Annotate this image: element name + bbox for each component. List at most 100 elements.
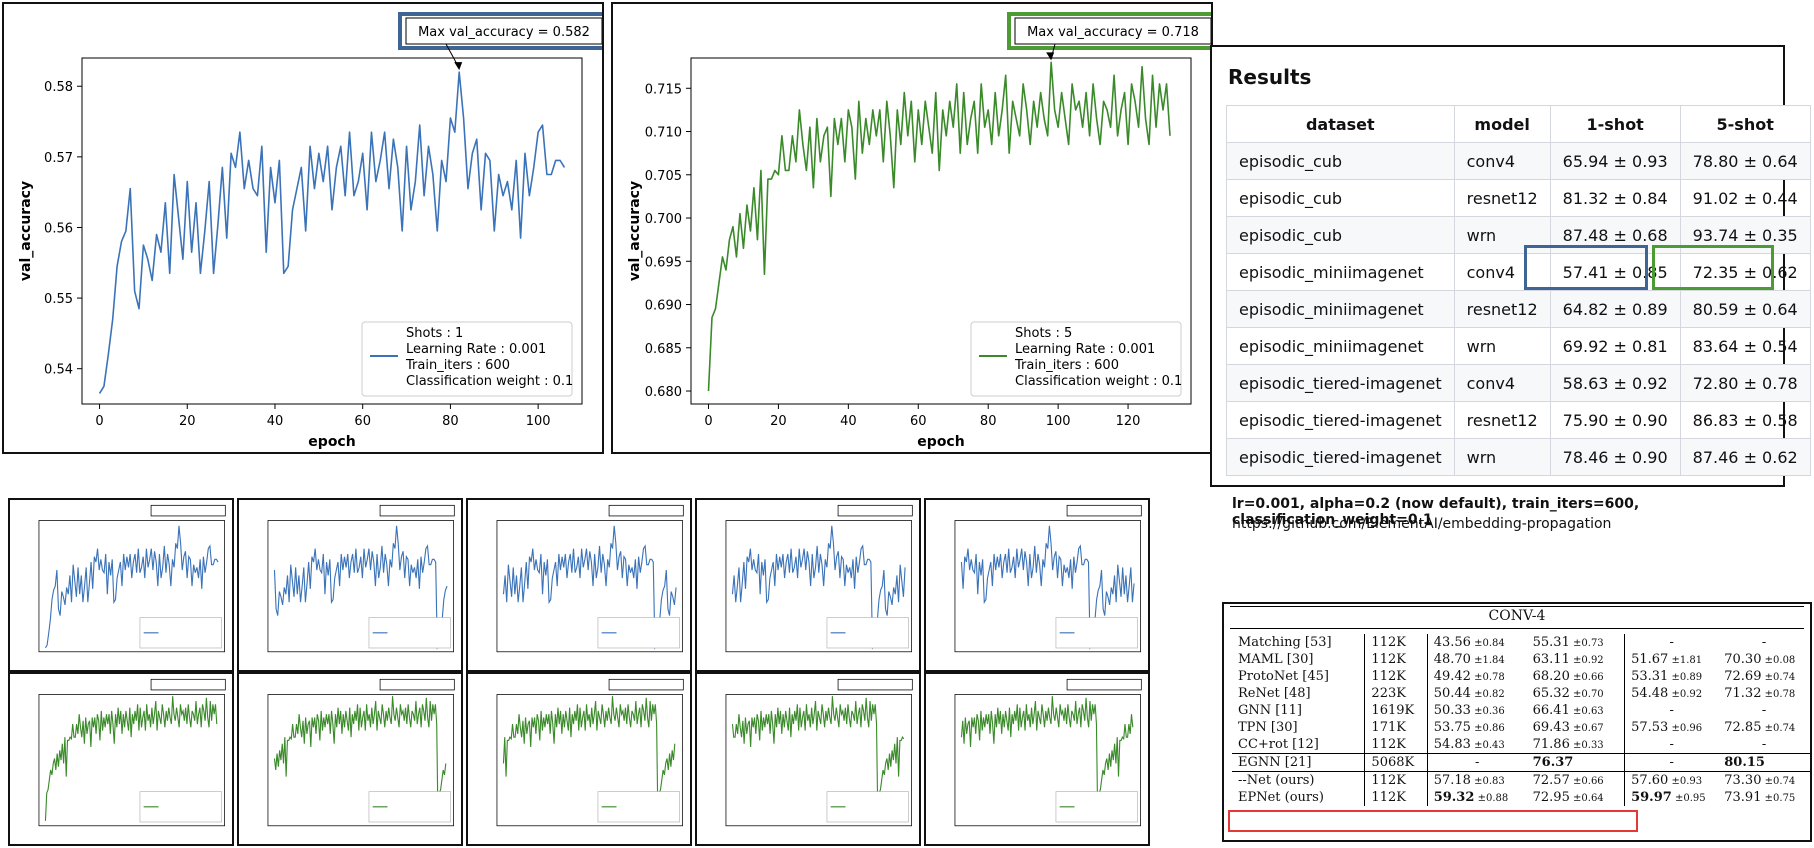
thumbnail-grid (8, 498, 1150, 846)
thumbnail-annotation-box (379, 504, 455, 517)
table-cell: 73.30 ±0.74 (1724, 773, 1796, 788)
highlight-box-5shot (1652, 245, 1774, 290)
y-tick-label: 0.58 (44, 80, 73, 95)
thumbnail-plot (725, 678, 913, 827)
thumbnail-legend-box (1055, 791, 1138, 823)
thumbnail-frame (725, 520, 912, 653)
table-cell: 112K (1364, 634, 1428, 651)
table-cell: 72.69 ±0.74 (1724, 669, 1796, 684)
thumbnail-chart (237, 498, 463, 672)
thumbnail-plot (954, 504, 1142, 653)
results-title: Results (1228, 65, 1312, 89)
table-cell: 1619K (1364, 702, 1428, 719)
table-cell: 112K (1364, 771, 1428, 789)
legend-box (970, 321, 1182, 397)
table-cell: resnet12 (1453, 401, 1551, 439)
table-cell: 69.92 ± 0.81 (1549, 327, 1681, 365)
table-cell: episodic_miniimagenet (1226, 290, 1455, 328)
table-cell: episodic_cub (1226, 216, 1455, 254)
legend-entry: Classification weight : 0.1 (406, 374, 573, 389)
table-cell: 43.56 ±0.84 (1426, 634, 1527, 651)
table-cell: 49.42 ±0.78 (1426, 668, 1527, 685)
thumbnail-series-line (44, 525, 219, 649)
annotation-arrowhead (1046, 52, 1055, 61)
results-panel: Results dataset model 1-shot 5-shot episodi… (1210, 45, 1811, 487)
x-tick-label: 40 (840, 414, 857, 429)
table-cell: 57.53 ±0.96 (1624, 719, 1719, 736)
x-tick-label: 120 (1116, 414, 1141, 429)
paper-table: Matching [53] 112K 43.56 ±0.84 55.31 ±0.73-… (1232, 634, 1810, 806)
thumbnail-chart (695, 498, 921, 672)
thumbnail-chart (924, 672, 1150, 846)
table-cell: - (1761, 635, 1767, 650)
thumbnail-annotation-box (1066, 504, 1142, 517)
table-cell: episodic_cub (1226, 179, 1455, 217)
table-cell: - (1624, 702, 1719, 719)
table-row: MAML [30] 112K 48.70 ±1.84 63.11 ±0.92 51.67… (1232, 651, 1810, 668)
results-column-header: 1-shot (1549, 105, 1681, 143)
annotation-box (1014, 17, 1212, 45)
table-cell: 73.91 ±0.75 (1724, 790, 1796, 805)
table-row: --Net (ours) 112K 57.18 ±0.83 72.57 ±0.66 57… (1232, 771, 1810, 789)
table-row: episodic_cub conv4 65.94 ± 0.93 78.80 ± 0.6… (1226, 142, 1811, 180)
table-cell: 57.18 ±0.83 (1426, 771, 1527, 789)
thumbnail-annotation-box (379, 678, 455, 691)
table-cell: TPN [30] (1238, 720, 1298, 735)
y-tick-label: 0.695 (645, 255, 682, 270)
x-tick-label: 20 (770, 414, 787, 429)
table-cell: ReNet [48] (1238, 686, 1311, 701)
thumbnail-annotation-box (837, 504, 913, 517)
table-cell: 65.94 ± 0.93 (1549, 142, 1681, 180)
table-cell: 80.59 ± 0.64 (1679, 290, 1811, 328)
table-row: EGNN [21] 5068K -76.37-80.15 (1232, 753, 1810, 772)
x-tick-label: 80 (442, 414, 459, 429)
x-tick-label: 100 (526, 414, 551, 429)
chart-panel-1shot: 0 20 40 60 80 100 0.54 0.55 0.56 0.57 0.58 epoch val… (2, 2, 610, 454)
results-column-header: dataset (1226, 105, 1455, 143)
x-tick-label: 40 (267, 414, 284, 429)
legend-entry: Learning Rate : 0.001 (406, 342, 546, 357)
table-cell: 55.31 ±0.73 (1532, 635, 1604, 650)
thumbnail-plot (725, 504, 913, 653)
y-tick-label: 0.56 (44, 221, 73, 236)
legend-entry: Shots : 1 (406, 326, 463, 341)
table-cell: 78.80 ± 0.64 (1679, 142, 1811, 180)
thumbnail-plot (38, 678, 226, 827)
table-cell: GNN [11] (1238, 703, 1302, 718)
table-cell: EGNN [21] (1238, 755, 1312, 770)
table-row: EPNet (ours) 112K 59.32 ±0.88 72.95 ±0.64 59… (1232, 789, 1810, 806)
chart-1shot: 0 20 40 60 80 100 0.54 0.55 0.56 0.57 0.58 epoch val… (18, 12, 610, 450)
table-cell: 64.82 ± 0.89 (1549, 290, 1681, 328)
thumbnail-annotation-box (150, 504, 226, 517)
repo-url[interactable]: https://github.com/ElementAI/embedding-p… (1232, 516, 1612, 532)
thumbnail-frame (267, 520, 454, 653)
legend-entry: Classification weight : 0.1 (1015, 374, 1182, 389)
thumbnail-chart (924, 498, 1150, 672)
y-tick-label: 0.705 (645, 169, 682, 184)
table-cell: - (1624, 753, 1719, 772)
thumbnail-frame (954, 694, 1141, 827)
table-cell: 70.30 ±0.08 (1724, 652, 1796, 667)
table-cell: 69.43 ±0.67 (1532, 720, 1604, 735)
y-tick-label: 0.55 (44, 292, 73, 307)
thumbnail-chart (695, 672, 921, 846)
table-row: ProtoNet [45] 112K 49.42 ±0.78 68.20 ±0.66 5… (1232, 668, 1810, 685)
y-tick-label: 0.685 (645, 342, 682, 357)
annotation-text: Max val_accuracy = 0.582 (418, 25, 590, 40)
table-cell: 223K (1364, 685, 1428, 702)
thumbnail-frame (496, 520, 683, 653)
table-cell: 54.83 ±0.43 (1426, 736, 1527, 754)
legend-entry: Learning Rate : 0.001 (1015, 342, 1155, 357)
table-cell: 51.67 ±1.81 (1624, 651, 1719, 668)
thumbnail-frame (496, 694, 683, 827)
thumbnail-series-line (273, 696, 447, 821)
table-cell: wrn (1453, 327, 1551, 365)
table-cell: conv4 (1453, 142, 1551, 180)
table-cell: 50.44 ±0.82 (1426, 685, 1527, 702)
thumbnail-plot (954, 678, 1142, 827)
thumbnail-annotation-box (1066, 678, 1142, 691)
table-cell: - (1426, 753, 1527, 772)
table-cell: 68.20 ±0.66 (1532, 669, 1604, 684)
thumbnail-chart (466, 672, 692, 846)
y-tick-label: 0.57 (44, 151, 73, 166)
